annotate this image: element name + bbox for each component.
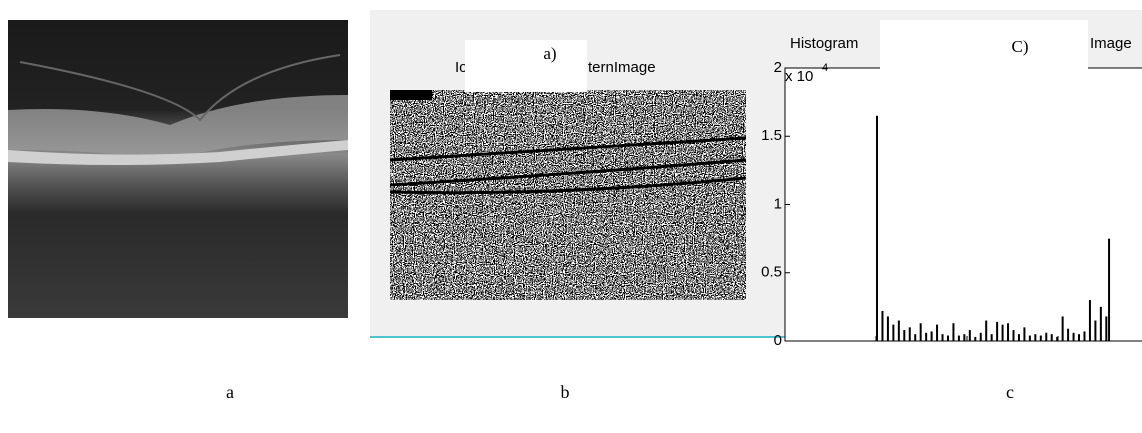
- bar: [930, 331, 933, 341]
- bar: [974, 336, 977, 341]
- bar: [919, 323, 922, 341]
- bar: [886, 316, 889, 341]
- bar: [963, 334, 966, 341]
- panel-title: ternImage: [588, 59, 656, 76]
- bar: [1067, 328, 1070, 341]
- bar: [1045, 332, 1048, 341]
- oct-image: [8, 20, 348, 318]
- bar: [968, 330, 971, 341]
- bar: [1034, 334, 1037, 341]
- label-box: [880, 20, 1088, 98]
- bar: [1012, 330, 1015, 341]
- bar: [1039, 335, 1042, 341]
- y-tick-label: 2: [774, 59, 782, 76]
- bar: [1001, 324, 1004, 341]
- overlay-label: a): [543, 44, 556, 63]
- bar: [996, 321, 999, 341]
- plot-area: [784, 67, 1142, 342]
- y-tick-label: 1.5: [761, 127, 782, 144]
- overlay-label: C): [1012, 37, 1029, 56]
- bar: [925, 332, 928, 341]
- bar: [941, 334, 944, 341]
- bar: [1088, 300, 1091, 341]
- bar: [903, 330, 906, 341]
- bar: [936, 324, 939, 341]
- bar: [952, 323, 955, 341]
- x-tick-label: 0: [872, 344, 880, 361]
- x-tick-label: -100: [770, 344, 800, 361]
- histogram: 00.511.52-1000100200300: [761, 59, 1142, 361]
- bar: [946, 335, 949, 341]
- y-tick-label: 1: [774, 195, 782, 212]
- panel-title: Io: [455, 59, 468, 76]
- bar: [1023, 327, 1026, 341]
- bar: [1108, 238, 1111, 341]
- exponent: 4: [822, 62, 828, 74]
- pattern-image: [389, 90, 747, 300]
- caption: c: [1006, 382, 1014, 402]
- bar: [897, 320, 900, 341]
- bar: [1083, 331, 1086, 341]
- y-tick-label: 0.5: [761, 264, 782, 281]
- bar: [990, 334, 993, 341]
- x-tick-label: 100: [954, 344, 979, 361]
- caption: a: [226, 382, 234, 402]
- bar: [1028, 335, 1031, 341]
- bar: [908, 327, 911, 341]
- bar: [1056, 336, 1059, 341]
- y-tick-label: 0: [774, 332, 782, 349]
- bar: [1017, 334, 1020, 341]
- bar: [979, 332, 982, 341]
- bar: [1094, 320, 1097, 341]
- panel-title: Image: [1090, 35, 1132, 52]
- bar: [1061, 316, 1064, 341]
- bar: [1105, 316, 1108, 341]
- caption: b: [561, 382, 570, 402]
- exponent: x 10: [785, 68, 813, 85]
- bar: [914, 334, 917, 341]
- bar: [876, 115, 878, 342]
- x-tick-label: 300: [1136, 344, 1142, 361]
- bar: [1072, 332, 1075, 341]
- bar: [1050, 334, 1053, 341]
- bar: [1099, 306, 1102, 341]
- bar: [1007, 323, 1010, 341]
- bar: [957, 335, 960, 341]
- bar: [1078, 334, 1081, 341]
- bar: [892, 324, 895, 341]
- panel-title: Histogram: [790, 35, 858, 52]
- label-box: [465, 40, 587, 92]
- x-tick-label: 200: [1045, 344, 1070, 361]
- bar: [881, 310, 884, 341]
- bar: [985, 320, 988, 341]
